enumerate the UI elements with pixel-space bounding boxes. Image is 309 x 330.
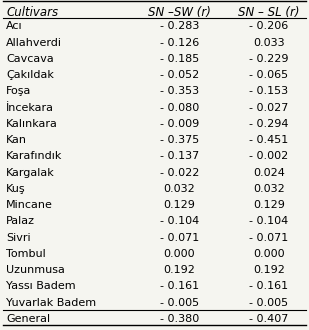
Text: 0.129: 0.129 xyxy=(253,200,285,210)
Text: - 0.161: - 0.161 xyxy=(160,281,199,291)
Text: Allahverdi: Allahverdi xyxy=(6,38,62,48)
Text: Kalınkara: Kalınkara xyxy=(6,119,58,129)
Text: SN – SL (r): SN – SL (r) xyxy=(238,6,300,19)
Text: - 0.451: - 0.451 xyxy=(249,135,289,145)
Text: Acı: Acı xyxy=(6,21,23,31)
Text: - 0.104: - 0.104 xyxy=(159,216,199,226)
Text: Yassı Badem: Yassı Badem xyxy=(6,281,76,291)
Text: - 0.071: - 0.071 xyxy=(249,233,289,243)
Text: - 0.126: - 0.126 xyxy=(159,38,199,48)
Text: Uzunmusa: Uzunmusa xyxy=(6,265,65,275)
Text: Foşa: Foşa xyxy=(6,86,32,96)
Text: - 0.022: - 0.022 xyxy=(159,168,199,178)
Text: 0.192: 0.192 xyxy=(253,265,285,275)
Text: - 0.380: - 0.380 xyxy=(159,314,199,324)
Text: Cavcava: Cavcava xyxy=(6,54,54,64)
Text: - 0.002: - 0.002 xyxy=(249,151,289,161)
Text: Cultivars: Cultivars xyxy=(6,6,58,19)
Text: 0.032: 0.032 xyxy=(163,184,195,194)
Text: - 0.407: - 0.407 xyxy=(249,314,289,324)
Text: 0.192: 0.192 xyxy=(163,265,195,275)
Text: Çakıldak: Çakıldak xyxy=(6,70,54,80)
Text: 0.033: 0.033 xyxy=(253,38,285,48)
Text: Yuvarlak Badem: Yuvarlak Badem xyxy=(6,298,96,308)
Text: İncekara: İncekara xyxy=(6,103,54,113)
Text: - 0.005: - 0.005 xyxy=(249,298,288,308)
Text: 0.000: 0.000 xyxy=(163,249,195,259)
Text: 0.032: 0.032 xyxy=(253,184,285,194)
Text: Tombul: Tombul xyxy=(6,249,46,259)
Text: - 0.071: - 0.071 xyxy=(159,233,199,243)
Text: - 0.027: - 0.027 xyxy=(249,103,289,113)
Text: 0.024: 0.024 xyxy=(253,168,285,178)
Text: - 0.005: - 0.005 xyxy=(160,298,199,308)
Text: SN –SW (r): SN –SW (r) xyxy=(148,6,211,19)
Text: Mincane: Mincane xyxy=(6,200,53,210)
Text: - 0.353: - 0.353 xyxy=(160,86,199,96)
Text: Palaz: Palaz xyxy=(6,216,35,226)
Text: Kargalak: Kargalak xyxy=(6,168,55,178)
Text: - 0.137: - 0.137 xyxy=(159,151,199,161)
Text: Karafındık: Karafındık xyxy=(6,151,62,161)
Text: Sivri: Sivri xyxy=(6,233,31,243)
Text: - 0.065: - 0.065 xyxy=(249,70,288,80)
Text: - 0.206: - 0.206 xyxy=(249,21,289,31)
Text: - 0.161: - 0.161 xyxy=(249,281,288,291)
Text: - 0.294: - 0.294 xyxy=(249,119,289,129)
Text: - 0.283: - 0.283 xyxy=(159,21,199,31)
Text: 0.129: 0.129 xyxy=(163,200,195,210)
Text: General: General xyxy=(6,314,50,324)
Text: 0.000: 0.000 xyxy=(253,249,285,259)
Text: - 0.185: - 0.185 xyxy=(159,54,199,64)
Text: - 0.080: - 0.080 xyxy=(159,103,199,113)
Text: - 0.375: - 0.375 xyxy=(159,135,199,145)
Text: - 0.229: - 0.229 xyxy=(249,54,289,64)
Text: - 0.104: - 0.104 xyxy=(249,216,289,226)
Text: - 0.009: - 0.009 xyxy=(159,119,199,129)
Text: - 0.052: - 0.052 xyxy=(159,70,199,80)
Text: Kan: Kan xyxy=(6,135,27,145)
Text: - 0.153: - 0.153 xyxy=(249,86,288,96)
Text: Kuş: Kuş xyxy=(6,184,26,194)
